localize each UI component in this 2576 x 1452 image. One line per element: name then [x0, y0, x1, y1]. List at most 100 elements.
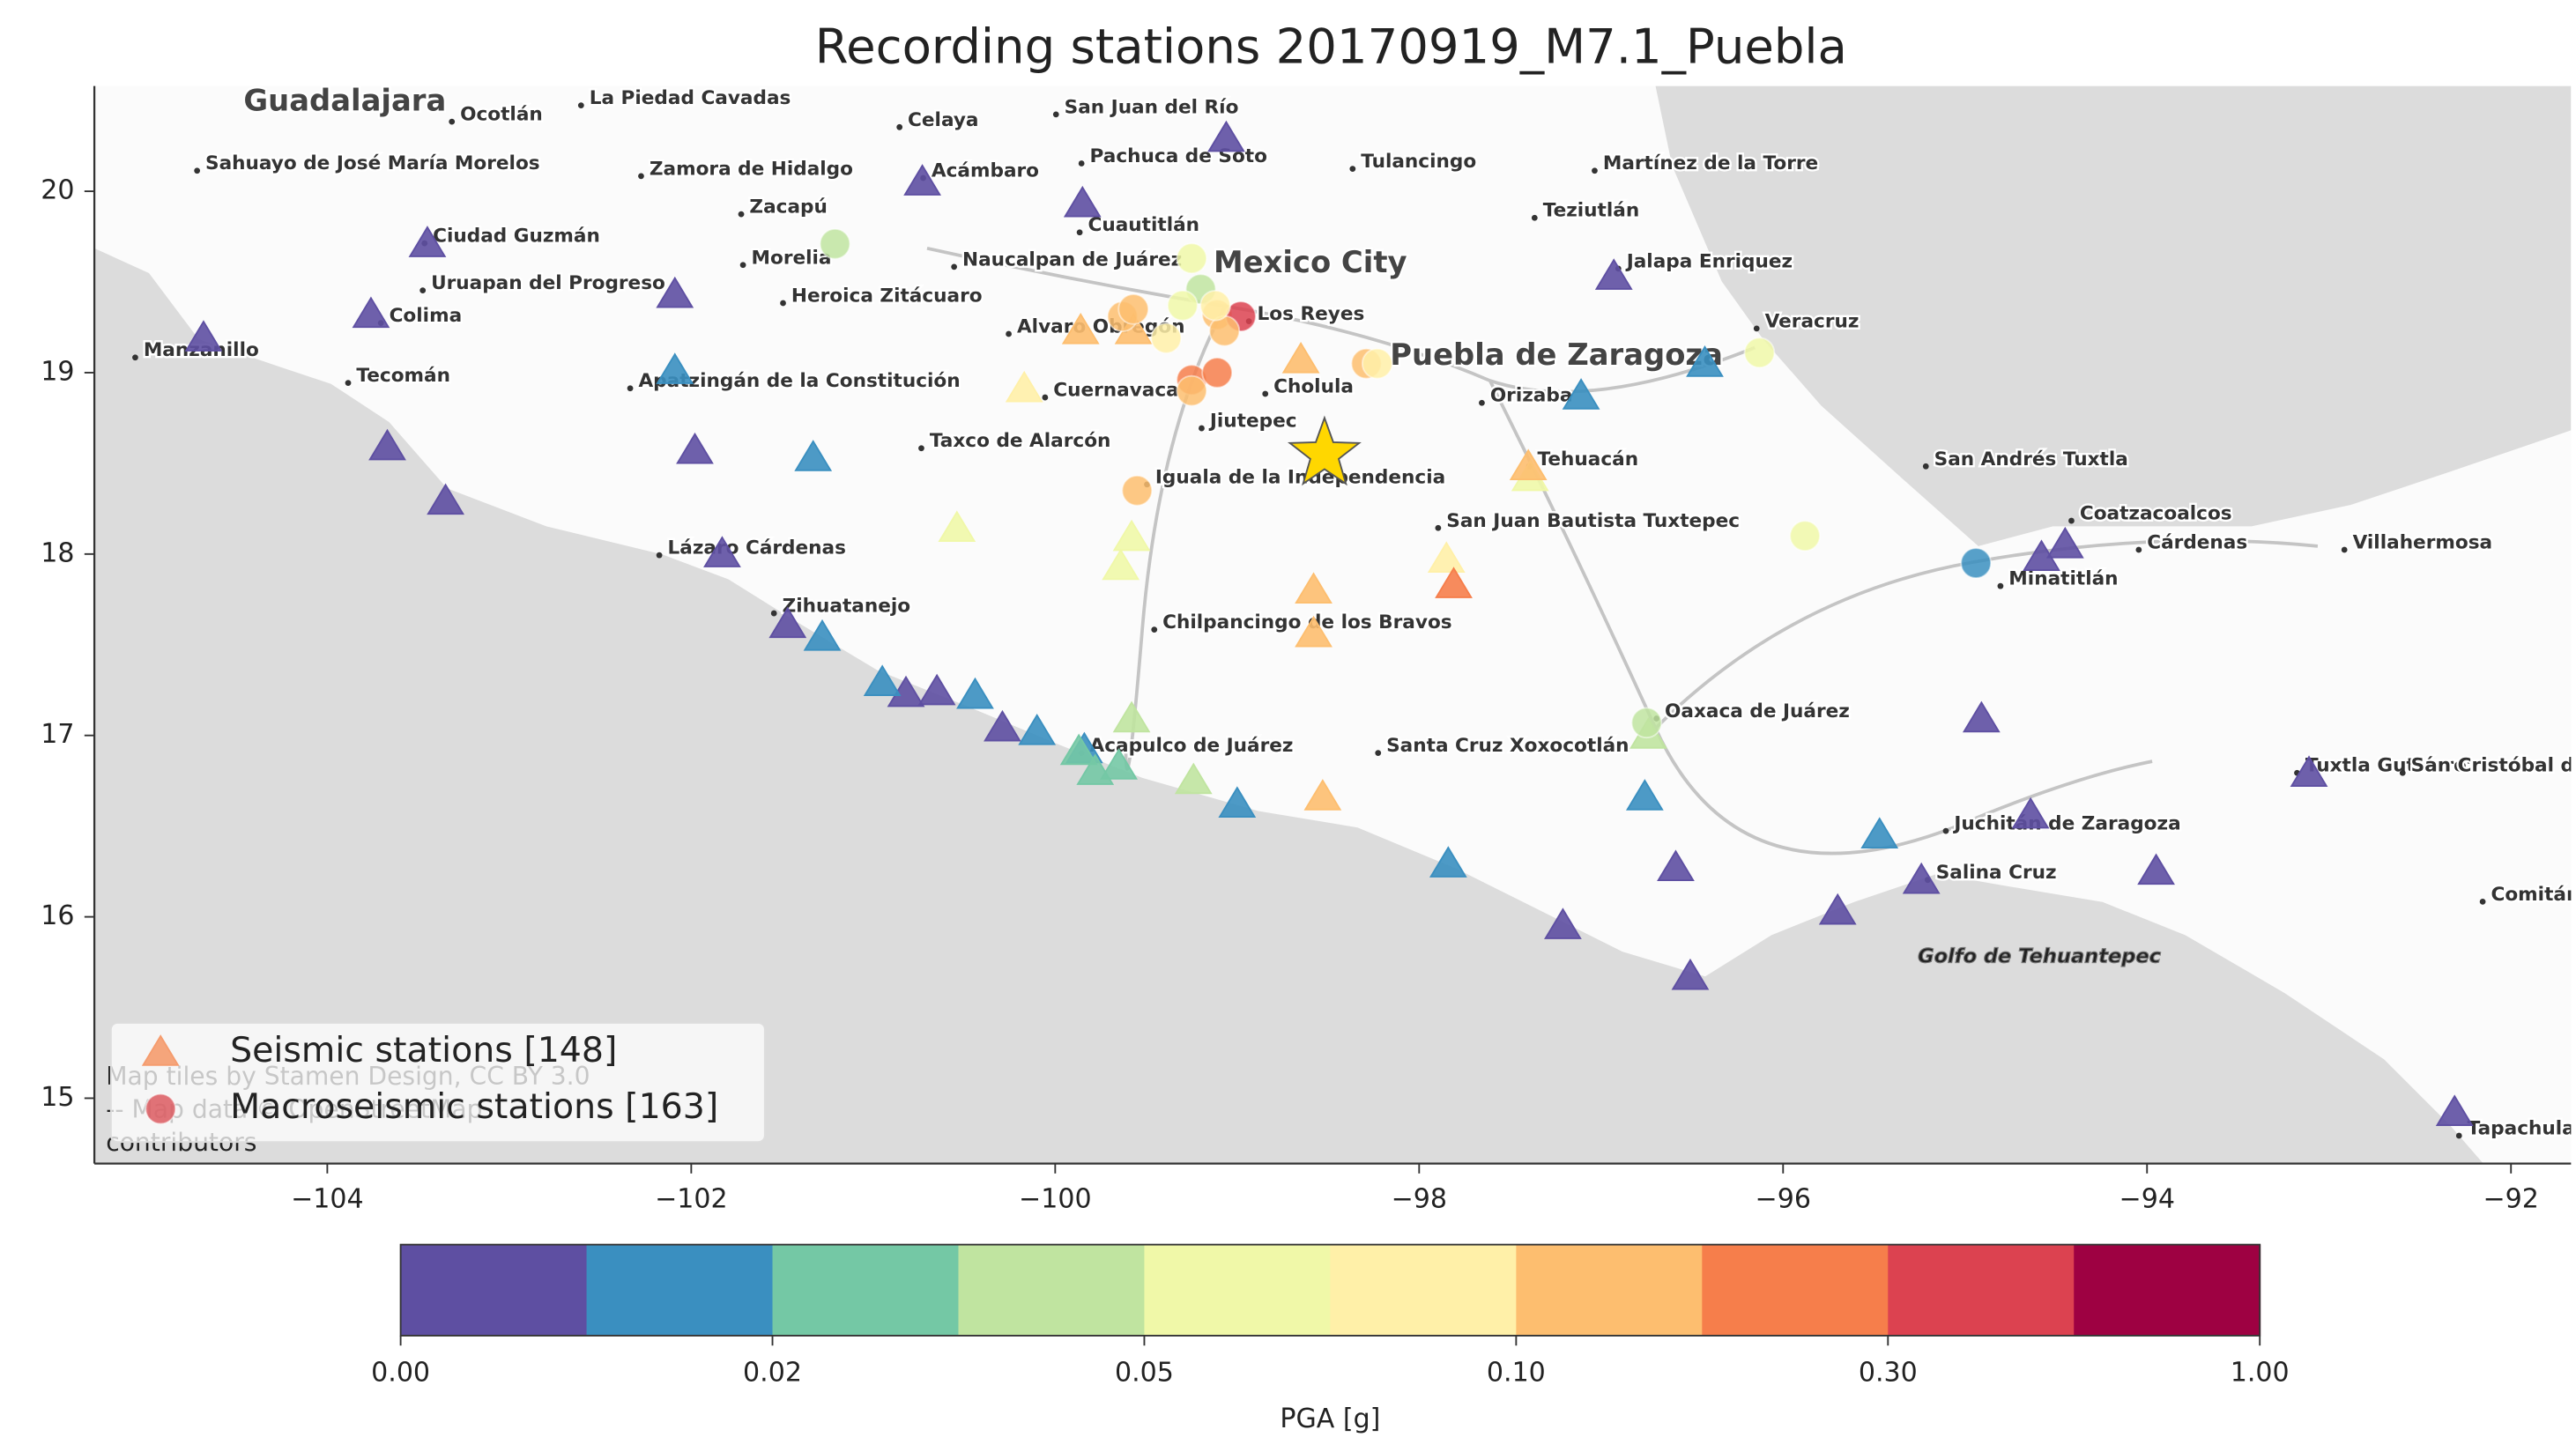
colorbar-segment [1702, 1244, 1889, 1336]
colorbar-tick-label: 0.10 [1487, 1358, 1546, 1389]
legend-label: Macroseismic stations [163] [230, 1086, 718, 1127]
seismic-station [1063, 185, 1102, 218]
seismic-station [1218, 786, 1257, 818]
seismic-station [1562, 378, 1600, 410]
legend: Map tiles by Stamen Design, CC BY 3.0-- … [106, 1021, 766, 1157]
city-dot [738, 211, 745, 218]
gulf-of-mexico [1655, 85, 2572, 546]
city-label: Heroica Zitácuaro [791, 285, 983, 307]
basemap: Golfo de Tehuantepec Guadalajara Ocotlán L… [94, 84, 2572, 1164]
city-dot [638, 173, 644, 180]
macroseismic-station [1960, 547, 1992, 579]
seismic-station [1429, 846, 1467, 878]
seismic-station [184, 320, 223, 352]
city-dot [627, 385, 634, 392]
legend-marker [145, 1093, 177, 1125]
city-dot [1151, 626, 1158, 633]
city-label: Cárdenas [2147, 531, 2247, 553]
city-dot [1375, 750, 1382, 756]
seismic-station [1303, 779, 1342, 811]
seismic-station [703, 536, 741, 567]
y-tick-label: 16 [41, 900, 74, 931]
city-label: Orizaba [1490, 385, 1573, 407]
city-dot [449, 118, 456, 125]
seismic-station [984, 709, 1021, 742]
city-dot [1076, 229, 1083, 236]
city-label: Guadalajara [243, 84, 446, 118]
seismic-station [676, 432, 714, 464]
x-tick-label: −96 [1756, 1183, 1811, 1214]
city-dot [1349, 166, 1356, 173]
city-label: Oaxaca de Juárez [1665, 700, 1850, 722]
city-label: Tulancingo [1361, 151, 1476, 173]
seismic-station [1818, 893, 1857, 925]
city-dot [1052, 111, 1059, 118]
city-label: Tehuacán [1538, 448, 1639, 470]
colorbar-tick-label: 0.02 [743, 1358, 802, 1389]
seismic-station [368, 428, 406, 461]
seismic-station [1860, 817, 1899, 848]
city-dot [1531, 214, 1538, 221]
macroseismic-station [1201, 357, 1233, 389]
city-label: San Andrés Tuxtla [1934, 448, 2128, 470]
macroseismic-station [1176, 242, 1208, 275]
city-dot [951, 263, 958, 270]
seismic-station [1962, 700, 2001, 733]
city-label: Mexico City [1214, 245, 1407, 279]
city-dot [419, 287, 427, 293]
city-label: Naucalpan de Juárez [962, 248, 1182, 270]
colorbar-frame [399, 1243, 2261, 1337]
colorbar-segment [1516, 1244, 1704, 1336]
city-dot [656, 552, 663, 559]
colorbar-tick-label: 0.05 [1115, 1358, 1174, 1389]
seismic-station [2045, 526, 2084, 559]
seismic-station [656, 276, 694, 308]
city-dot [1479, 399, 1485, 406]
city-dot [1042, 394, 1049, 401]
city-label: Santa Cruz Xoxocotlán [1386, 735, 1629, 757]
seismic-station [794, 440, 833, 471]
chart-title: Recording stations 20170919_M7.1_Puebla [815, 18, 1847, 74]
y-tick-label: 17 [41, 719, 74, 750]
cities: Guadalajara Ocotlán La Piedad Cavadas Celay… [132, 84, 2571, 1142]
seismic-station [903, 164, 941, 196]
x-tick-label: −94 [2119, 1183, 2175, 1214]
macroseismic-station [819, 227, 851, 260]
seismic-station [956, 677, 994, 709]
x-tick-label: −102 [655, 1183, 728, 1214]
seismic-station [1671, 958, 1710, 990]
city-dot [770, 610, 777, 617]
city-label: Cuautitlán [1088, 214, 1199, 236]
y-tick-label: 20 [41, 175, 74, 206]
seismic-station [1112, 700, 1151, 733]
colorbar-tick-label: 0.30 [1859, 1358, 1918, 1389]
macroseismic-station [1789, 520, 1821, 552]
city-label: Celaya [908, 109, 978, 131]
stations [184, 120, 2474, 1126]
colorbar-segment [586, 1244, 774, 1336]
city-label: Salina Cruz [1936, 862, 2057, 884]
city-dot [1262, 390, 1269, 397]
colorbar-segment [772, 1244, 960, 1336]
seismic-station [2435, 1094, 2474, 1126]
city-label: Zacapú [749, 196, 827, 219]
colorbar-segment [958, 1244, 1146, 1336]
seismic-station [408, 226, 447, 257]
city-label: San Juan Bautista Tuxtepec [1446, 510, 1740, 532]
city-dot [1997, 582, 2004, 589]
seismic-station [1005, 370, 1043, 403]
water-label: Golfo de Tehuantepec [1918, 945, 2162, 967]
city-dot [132, 354, 138, 361]
seismic-station [803, 619, 842, 651]
city-label: Cuernavaca [1053, 380, 1178, 402]
city-dot [194, 167, 201, 174]
city-label: Teziutlán [1543, 200, 1640, 222]
city-dot [739, 262, 746, 269]
colorbar-segment [1330, 1244, 1518, 1336]
macroseismic-station [1150, 322, 1183, 354]
x-tick-label: −98 [1392, 1183, 1447, 1214]
seismic-station [1100, 748, 1138, 780]
seismic-station [1657, 849, 1695, 882]
city-label: Jalapa Enriquez [1625, 250, 1793, 272]
city-dot [780, 300, 786, 307]
